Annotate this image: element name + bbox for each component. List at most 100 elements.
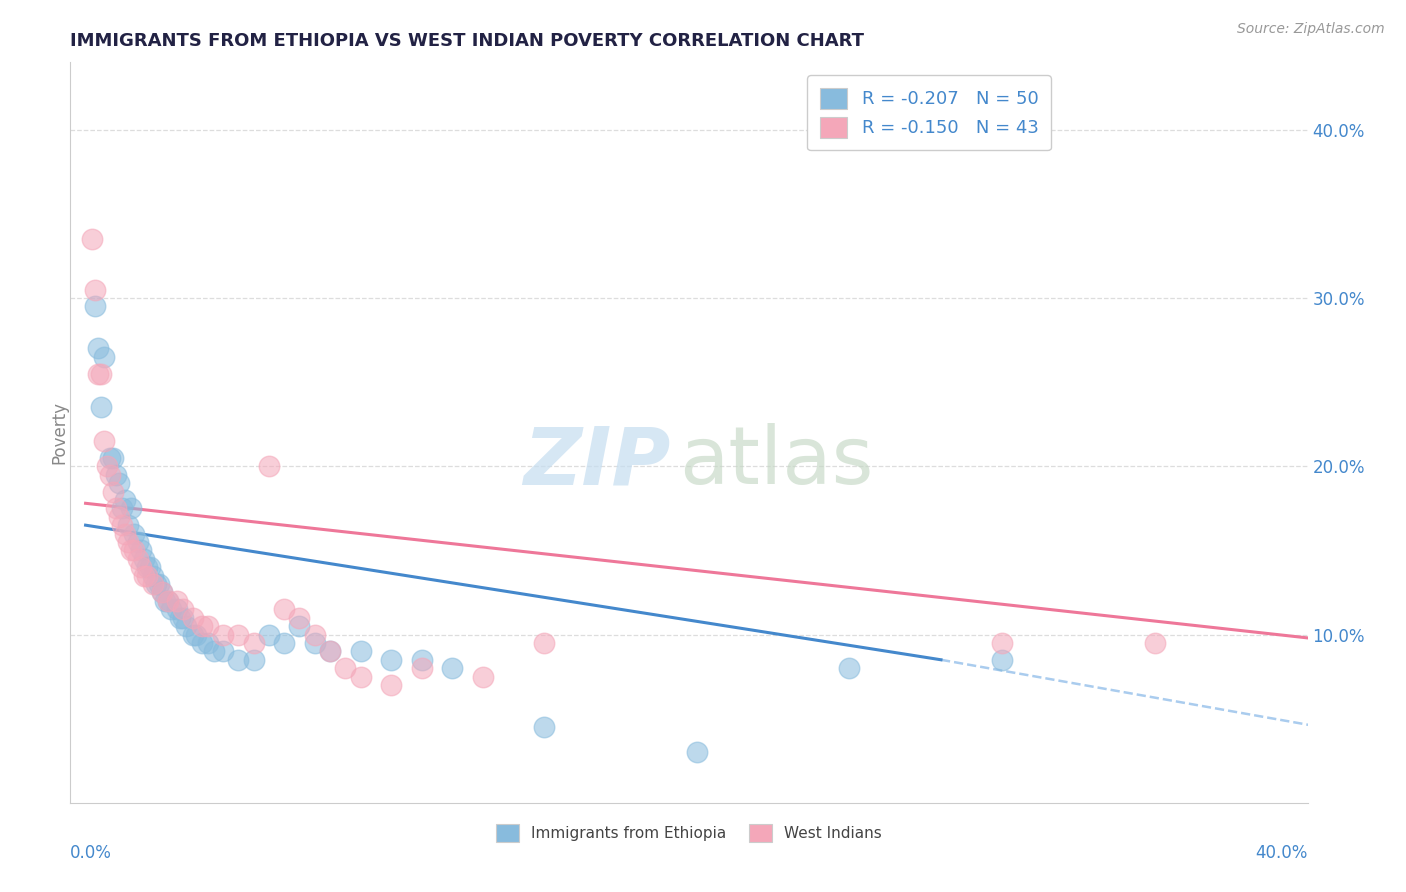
- Point: [685, 745, 707, 759]
- Point: [441, 661, 464, 675]
- Point: [166, 594, 188, 608]
- Point: [135, 568, 157, 582]
- Point: [105, 467, 128, 482]
- Point: [319, 644, 342, 658]
- Point: [190, 636, 212, 650]
- Point: [145, 577, 167, 591]
- Point: [160, 602, 183, 616]
- Point: [242, 636, 264, 650]
- Point: [319, 644, 342, 658]
- Text: 40.0%: 40.0%: [1256, 844, 1308, 862]
- Point: [991, 636, 1014, 650]
- Point: [169, 610, 191, 624]
- Point: [288, 610, 311, 624]
- Point: [120, 501, 142, 516]
- Point: [117, 518, 139, 533]
- Point: [90, 367, 112, 381]
- Point: [212, 644, 235, 658]
- Y-axis label: Poverty: Poverty: [51, 401, 67, 464]
- Point: [101, 484, 124, 499]
- Point: [257, 459, 280, 474]
- Point: [172, 610, 194, 624]
- Point: [190, 619, 212, 633]
- Point: [838, 661, 860, 675]
- Point: [127, 535, 149, 549]
- Point: [150, 585, 173, 599]
- Point: [533, 636, 555, 650]
- Point: [212, 627, 235, 641]
- Point: [124, 526, 146, 541]
- Point: [172, 602, 194, 616]
- Point: [150, 585, 173, 599]
- Point: [288, 619, 311, 633]
- Point: [349, 644, 371, 658]
- Point: [83, 283, 105, 297]
- Point: [114, 526, 136, 541]
- Point: [349, 670, 371, 684]
- Point: [96, 459, 118, 474]
- Point: [202, 644, 225, 658]
- Point: [181, 627, 204, 641]
- Point: [129, 560, 152, 574]
- Point: [380, 678, 402, 692]
- Point: [93, 434, 115, 448]
- Point: [80, 232, 103, 246]
- Point: [166, 602, 188, 616]
- Point: [228, 627, 250, 641]
- Point: [87, 342, 110, 356]
- Text: ZIP: ZIP: [523, 423, 671, 501]
- Point: [111, 518, 134, 533]
- Point: [533, 720, 555, 734]
- Point: [101, 450, 124, 465]
- Point: [411, 653, 433, 667]
- Point: [176, 619, 198, 633]
- Point: [105, 501, 128, 516]
- Point: [111, 501, 134, 516]
- Point: [197, 619, 219, 633]
- Point: [471, 670, 494, 684]
- Point: [98, 467, 121, 482]
- Point: [157, 594, 180, 608]
- Text: Source: ZipAtlas.com: Source: ZipAtlas.com: [1237, 22, 1385, 37]
- Point: [228, 653, 250, 667]
- Point: [380, 653, 402, 667]
- Point: [87, 367, 110, 381]
- Point: [257, 627, 280, 641]
- Text: 0.0%: 0.0%: [70, 844, 112, 862]
- Point: [132, 568, 155, 582]
- Point: [108, 509, 131, 524]
- Point: [273, 636, 295, 650]
- Point: [273, 602, 295, 616]
- Point: [124, 543, 146, 558]
- Point: [181, 610, 204, 624]
- Point: [83, 300, 105, 314]
- Point: [132, 551, 155, 566]
- Text: IMMIGRANTS FROM ETHIOPIA VS WEST INDIAN POVERTY CORRELATION CHART: IMMIGRANTS FROM ETHIOPIA VS WEST INDIAN …: [70, 32, 865, 50]
- Text: atlas: atlas: [679, 423, 873, 501]
- Point: [1143, 636, 1166, 650]
- Point: [114, 492, 136, 507]
- Point: [991, 653, 1014, 667]
- Point: [153, 594, 176, 608]
- Point: [142, 568, 165, 582]
- Point: [242, 653, 264, 667]
- Point: [148, 577, 170, 591]
- Point: [108, 476, 131, 491]
- Point: [304, 636, 326, 650]
- Point: [184, 627, 207, 641]
- Point: [117, 535, 139, 549]
- Point: [138, 560, 160, 574]
- Point: [142, 577, 165, 591]
- Point: [129, 543, 152, 558]
- Point: [98, 450, 121, 465]
- Point: [90, 401, 112, 415]
- Point: [93, 350, 115, 364]
- Legend: Immigrants from Ethiopia, West Indians: Immigrants from Ethiopia, West Indians: [486, 814, 891, 851]
- Point: [120, 543, 142, 558]
- Point: [304, 627, 326, 641]
- Point: [135, 560, 157, 574]
- Point: [411, 661, 433, 675]
- Point: [157, 594, 180, 608]
- Point: [335, 661, 357, 675]
- Point: [197, 636, 219, 650]
